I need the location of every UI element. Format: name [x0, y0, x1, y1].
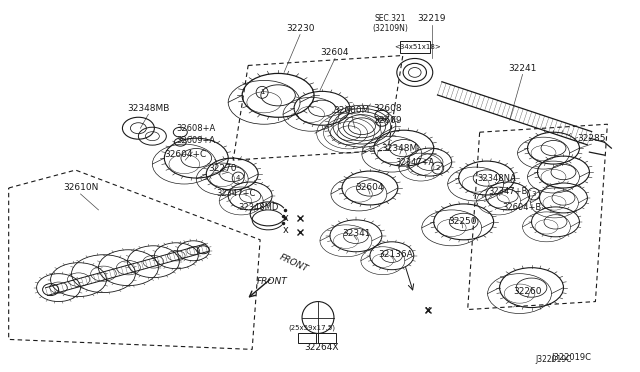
Text: 32348MD: 32348MD [238, 203, 278, 212]
Text: 32604: 32604 [321, 48, 349, 57]
Text: 32264X: 32264X [305, 343, 339, 352]
Text: 2: 2 [436, 165, 440, 171]
Text: 4: 4 [236, 175, 241, 181]
Text: 32348NA: 32348NA [477, 173, 516, 183]
Text: 32136A: 32136A [378, 250, 413, 259]
Text: 32604+B: 32604+B [502, 203, 541, 212]
Text: FRONT: FRONT [278, 253, 310, 274]
Text: 32260: 32260 [513, 287, 542, 296]
Text: x: x [283, 225, 289, 235]
Text: 32608+A: 32608+A [177, 124, 216, 133]
Text: 32285: 32285 [577, 134, 605, 143]
Text: 32600M: 32600M [333, 106, 370, 115]
Text: FRONT: FRONT [257, 277, 287, 286]
Text: 32609: 32609 [374, 116, 402, 125]
Text: (32109N): (32109N) [372, 24, 408, 33]
Text: 32341: 32341 [342, 229, 371, 238]
Text: J322019C: J322019C [552, 353, 591, 362]
Text: 32609+A: 32609+A [177, 136, 216, 145]
Text: 32608: 32608 [374, 104, 402, 113]
Text: (25x59x17.5): (25x59x17.5) [289, 324, 335, 331]
Text: SEC.321: SEC.321 [374, 14, 406, 23]
Text: 32610N: 32610N [63, 183, 98, 192]
Text: 32347+B: 32347+B [488, 187, 527, 196]
Text: 32348M: 32348M [381, 144, 418, 153]
Text: 32270: 32270 [208, 164, 236, 173]
Text: 32230: 32230 [286, 24, 314, 33]
Text: x: x [283, 213, 289, 223]
Text: 32347+A: 32347+A [395, 158, 435, 167]
Text: J322019C: J322019C [535, 355, 572, 364]
Text: 32250: 32250 [449, 217, 477, 227]
Text: 32348MB: 32348MB [127, 104, 170, 113]
Text: 3: 3 [531, 191, 536, 197]
Text: <34x51x18>: <34x51x18> [394, 44, 441, 49]
Text: 32347+C: 32347+C [216, 189, 256, 199]
Text: 1: 1 [260, 89, 264, 95]
Text: 32241: 32241 [508, 64, 537, 73]
Text: 32604+C: 32604+C [164, 150, 207, 158]
Text: 32219: 32219 [417, 14, 446, 23]
Text: 32604: 32604 [356, 183, 384, 192]
Text: x: x [425, 305, 431, 315]
